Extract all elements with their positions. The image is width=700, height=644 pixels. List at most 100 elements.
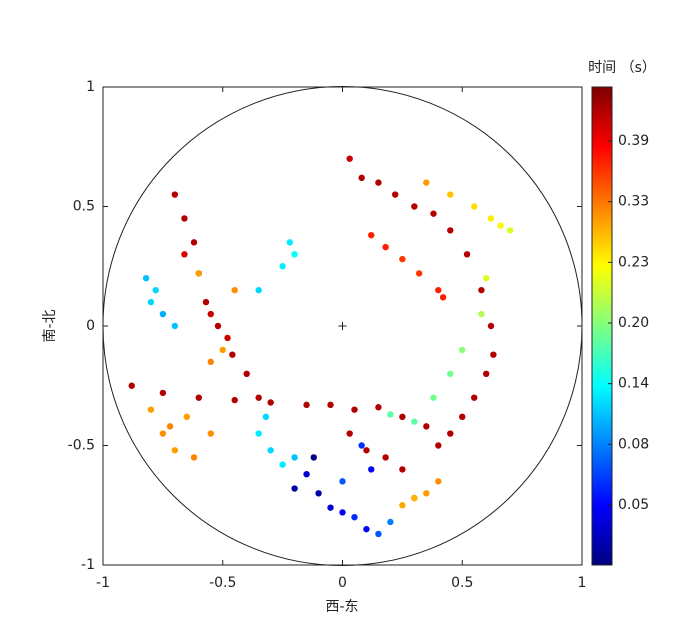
colorbar-band [592,411,612,414]
point [375,179,382,186]
colorbar-band [592,117,612,120]
colorbar-band [592,187,612,190]
colorbar-band [592,425,612,428]
colorbar-band [592,237,612,240]
colorbar-band [592,215,612,218]
colorbar-band [592,387,612,390]
colorbar-band [592,97,612,100]
colorbar-tick-label: 0.05 [618,497,649,513]
colorbar-band [592,467,612,470]
colorbar-band [592,361,612,364]
point [255,286,262,294]
colorbar-band [592,125,612,128]
colorbar-band [592,259,612,262]
colorbar-band [592,183,612,186]
colorbar-band [592,441,612,444]
point [363,447,370,454]
colorbar-band [592,131,612,134]
colorbar-band [592,297,612,300]
colorbar-band [592,369,612,372]
point [339,509,346,516]
colorbar-band [592,91,612,94]
colorbar-band [592,209,612,212]
colorbar-band [592,289,612,292]
point [159,310,167,318]
colorbar-band [592,489,612,492]
colorbar-band [592,501,612,504]
colorbar-band [592,133,612,136]
colorbar-band [592,223,612,226]
colorbar-band [592,177,612,180]
colorbar-band [592,499,612,502]
point [463,251,471,258]
colorbar-band [592,461,612,464]
colorbar-band [592,453,612,456]
colorbar-band [592,269,612,272]
colorbar-band [592,335,612,338]
point [435,442,442,449]
colorbar-band [592,505,612,508]
colorbar-band [592,231,612,234]
colorbar-band [592,363,612,366]
colorbar-band [592,171,612,174]
colorbar-tick-label: 0.20 [618,315,649,331]
colorbar-band [592,503,612,506]
colorbar-band [592,397,612,400]
colorbar-band [592,291,612,294]
colorbar-band [592,281,612,284]
colorbar-band [592,495,612,498]
colorbar-band [592,449,612,452]
colorbar-band [592,417,612,420]
colorbar-band [592,431,612,434]
colorbar-band [592,141,612,144]
colorbar-band [592,101,612,104]
colorbar-band [592,181,612,184]
colorbar-band [592,379,612,382]
colorbar-band [592,445,612,448]
colorbar-band [592,145,612,148]
colorbar-band [592,309,612,312]
colorbar-band [592,507,612,510]
colorbar-band [592,549,612,552]
colorbar-band [592,533,612,536]
colorbar-band [592,253,612,256]
point [327,504,334,511]
colorbar-band [592,205,612,208]
colorbar-band [592,405,612,408]
colorbar-band [592,515,612,518]
colorbar-band [592,283,612,286]
x-tick-label: 0 [338,575,347,591]
point [231,396,238,404]
colorbar-band [592,403,612,406]
point [506,227,514,234]
colorbar-band [592,195,612,198]
point [339,478,346,485]
point [399,466,406,473]
colorbar-band [592,527,612,530]
point [195,270,202,277]
point [262,413,270,421]
colorbar-band [592,279,612,282]
point [447,430,454,437]
colorbar-band [592,147,612,150]
x-tick-label: -1 [96,575,110,591]
colorbar-label: 时间 （s） [588,60,656,76]
point [207,358,214,366]
point [375,530,382,538]
point [267,399,274,406]
colorbar-band [592,185,612,188]
colorbar-band [592,241,612,244]
colorbar-band [592,539,612,542]
colorbar-frame [591,86,613,566]
point [310,454,317,461]
colorbar-band [592,277,612,280]
colorbar-band [592,193,612,196]
point [471,203,478,210]
colorbar-band [592,519,612,522]
colorbar-band [592,267,612,270]
colorbar-band [592,299,612,302]
colorbar-band [592,229,612,232]
point [128,382,135,389]
colorbar-band [592,487,612,490]
point [363,525,370,533]
